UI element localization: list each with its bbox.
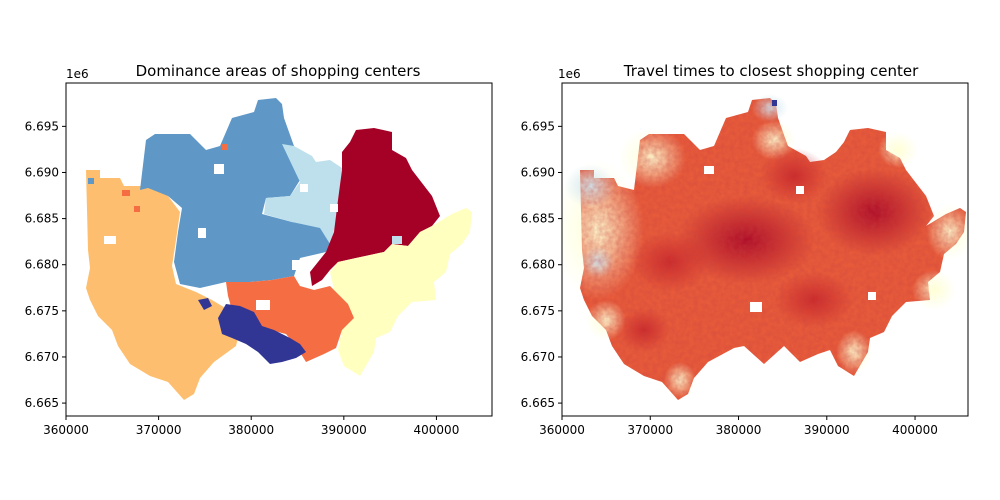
right-y-tick-label: 6.665 xyxy=(521,396,555,410)
dominance-map xyxy=(86,98,472,400)
specks xyxy=(88,144,402,274)
left-x-tick-label: 360000 xyxy=(43,423,89,437)
left-y-tick-label: 6.690 xyxy=(25,165,59,179)
holes xyxy=(104,164,338,310)
right-chart-title: Travel times to closest shopping center xyxy=(623,62,919,80)
left-panel: Dominance areas of shopping centers xyxy=(25,62,493,437)
right-panel: Travel times to closest shopping center xyxy=(521,62,969,437)
left-x-axis: 360000 370000 380000 390000 400000 xyxy=(43,416,459,437)
left-y-tick-label: 6.695 xyxy=(25,119,59,133)
left-y-tick-label: 6.665 xyxy=(25,396,59,410)
region-north-east xyxy=(310,128,440,286)
left-y-tick-label: 6.675 xyxy=(25,304,59,318)
right-y-tick-label: 6.670 xyxy=(521,350,555,364)
right-x-tick-label: 390000 xyxy=(804,423,850,437)
left-y-tick-label: 6.685 xyxy=(25,212,59,226)
left-y-axis: 6.665 6.670 6.675 6.680 6.685 6.690 6.695 xyxy=(25,119,66,410)
region-north-central-east xyxy=(264,144,342,244)
region-south-central xyxy=(226,276,354,362)
left-x-tick-label: 370000 xyxy=(136,423,182,437)
left-axes-frame xyxy=(65,82,493,417)
right-y-offset-label: 1e6 xyxy=(558,67,581,81)
right-axes-frame xyxy=(561,82,969,417)
right-x-axis: 360000 370000 380000 390000 400000 xyxy=(539,416,938,437)
right-x-tick-label: 360000 xyxy=(539,423,585,437)
left-x-tick-label: 400000 xyxy=(414,423,460,437)
left-chart-title: Dominance areas of shopping centers xyxy=(136,62,421,80)
travel-time-holes xyxy=(704,166,876,312)
region-south-patch xyxy=(198,298,212,310)
right-y-tick-label: 6.695 xyxy=(521,119,555,133)
right-y-axis: 6.665 6.670 6.675 6.680 6.685 6.690 6.695 xyxy=(521,119,562,410)
left-y-tick-label: 6.680 xyxy=(25,258,59,272)
right-x-tick-label: 380000 xyxy=(716,423,762,437)
region-south-east xyxy=(330,208,472,376)
right-y-tick-label: 6.690 xyxy=(521,165,555,179)
right-x-tick-label: 370000 xyxy=(627,423,673,437)
right-x-tick-label: 400000 xyxy=(892,423,938,437)
travel-time-map xyxy=(562,94,968,400)
right-y-tick-label: 6.680 xyxy=(521,258,555,272)
right-y-tick-label: 6.685 xyxy=(521,212,555,226)
left-y-tick-label: 6.670 xyxy=(25,350,59,364)
region-west xyxy=(86,170,240,400)
travel-time-speck xyxy=(772,100,777,106)
right-y-tick-label: 6.675 xyxy=(521,304,555,318)
left-x-tick-label: 380000 xyxy=(228,423,274,437)
region-south xyxy=(218,304,306,364)
left-x-tick-label: 390000 xyxy=(321,423,367,437)
left-y-offset-label: 1e6 xyxy=(66,67,89,81)
